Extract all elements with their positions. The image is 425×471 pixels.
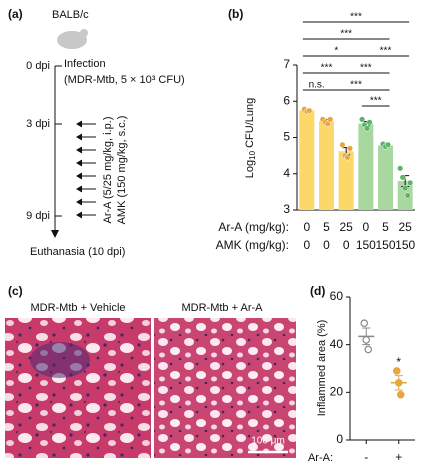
x-axis-label: Ar-A: xyxy=(308,452,333,464)
significance-label: *** xyxy=(350,12,362,23)
data-point xyxy=(407,179,414,186)
bar xyxy=(378,145,393,210)
dose-arrows xyxy=(76,120,96,219)
infection-detail: (MDR-Mtb, 5 × 10³ CFU) xyxy=(64,74,185,86)
data-point xyxy=(397,165,404,172)
y-tick-label: 60 xyxy=(330,289,344,303)
data-point xyxy=(339,141,346,148)
significance-label: *** xyxy=(380,46,392,57)
bar xyxy=(338,151,354,210)
panel-label: (c) xyxy=(8,284,23,298)
timepoint: 0 dpi xyxy=(26,60,50,72)
y-tick-label: 0 xyxy=(336,432,343,446)
significance-label: n.s. xyxy=(309,80,325,91)
y-tick-label: 20 xyxy=(330,385,344,399)
data-point xyxy=(392,367,401,375)
treatment: AMK (150 mg/kg, s.c.) xyxy=(116,116,128,225)
x-tick-label: 0 xyxy=(323,238,330,252)
data-point xyxy=(404,192,411,199)
y-axis-label: Inflammed area (%) xyxy=(316,320,328,417)
y-axis-label: Log10 CFU/Lung xyxy=(244,98,257,178)
x-tick-label: 150 xyxy=(395,238,415,252)
x-tick-label: 5 xyxy=(323,220,330,234)
panel-label: (d) xyxy=(310,284,325,298)
x-tick-label: 0 xyxy=(303,220,310,234)
significance-label: *** xyxy=(321,63,333,74)
panel-label: (a) xyxy=(8,7,23,21)
histology-image xyxy=(154,318,296,458)
x-tick-label: 0 xyxy=(303,238,310,252)
treatment: Ar-A (5/25 mg/kg, i.p.) xyxy=(102,117,114,224)
bar xyxy=(358,123,374,210)
y-tick-label: 5 xyxy=(283,130,290,144)
x-tick-label: 0 xyxy=(343,238,350,252)
data-point xyxy=(359,116,366,123)
data-point xyxy=(346,145,353,152)
mouse-icon xyxy=(80,29,88,37)
bar xyxy=(299,110,315,210)
y-tick-label: 7 xyxy=(283,57,290,71)
infection: Infection xyxy=(64,58,106,70)
x-tick-label: 0 xyxy=(362,220,369,234)
x-tick-label: 5 xyxy=(382,220,389,234)
y-label-part: CFU/Lung xyxy=(244,98,256,151)
endpoint: Euthanasia (10 dpi) xyxy=(30,246,125,258)
data-point xyxy=(384,141,392,148)
x-tick-label: + xyxy=(395,450,402,464)
y-tick-label: 4 xyxy=(283,166,290,180)
x-tick-label: 150 xyxy=(356,238,376,252)
image-title: MDR-Mtb + Ar-A xyxy=(182,302,264,314)
significance-label: * xyxy=(334,46,338,57)
y-tick-label: 3 xyxy=(283,202,290,216)
data-point xyxy=(394,378,403,387)
significance-label: *** xyxy=(370,96,382,107)
y-label-part: Log xyxy=(244,160,256,178)
x-tick-label: 25 xyxy=(339,220,353,234)
significance-label: * xyxy=(396,355,401,369)
data-point xyxy=(364,125,371,132)
data-point xyxy=(344,154,351,161)
category-row-label: Ar-A (mg/kg): xyxy=(218,220,289,234)
y-tick-label: 6 xyxy=(283,93,290,107)
y-tick-label: 40 xyxy=(330,337,344,351)
timepoint: 3 dpi xyxy=(26,118,50,130)
data-point xyxy=(402,185,409,192)
bar xyxy=(319,121,334,210)
data-point xyxy=(327,116,334,123)
strain: BALB/c xyxy=(52,9,89,21)
mouse-icon xyxy=(57,31,87,49)
significance-label: *** xyxy=(360,63,372,74)
x-tick-label: 25 xyxy=(398,220,412,234)
data-point xyxy=(399,174,406,181)
category-row-label: AMK (mg/kg): xyxy=(216,238,289,252)
data-point xyxy=(364,345,373,354)
x-tick-label: 150 xyxy=(375,238,395,252)
scale-label: 100 μm xyxy=(251,436,285,447)
data-point xyxy=(362,336,371,344)
timeline-arrow xyxy=(51,230,59,238)
histology-image xyxy=(5,318,151,458)
y-label-part: 10 xyxy=(248,150,257,159)
panel-label: (b) xyxy=(228,7,243,21)
significance-label: *** xyxy=(340,29,352,40)
histology-image xyxy=(30,342,90,378)
timepoint: 9 dpi xyxy=(26,210,50,222)
x-tick-label: - xyxy=(364,450,368,464)
data-point xyxy=(306,107,313,114)
significance-label: *** xyxy=(350,80,362,91)
image-title: MDR-Mtb + Vehicle xyxy=(30,302,125,314)
data-point xyxy=(360,319,369,328)
data-point xyxy=(396,390,405,399)
data-point xyxy=(366,119,373,126)
